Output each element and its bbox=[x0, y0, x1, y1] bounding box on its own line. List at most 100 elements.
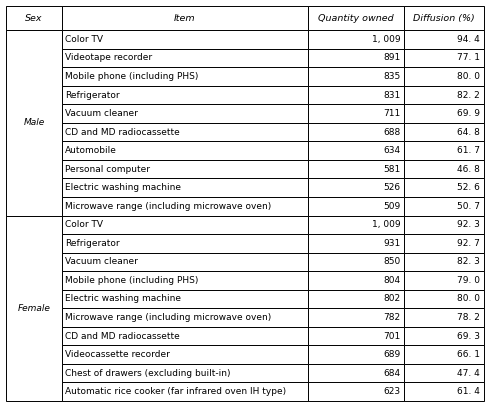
Text: 1, 009: 1, 009 bbox=[372, 220, 400, 229]
Bar bbox=[307, 327, 404, 345]
Text: Mobile phone (including PHS): Mobile phone (including PHS) bbox=[65, 72, 199, 81]
Text: 52. 6: 52. 6 bbox=[457, 183, 480, 192]
Text: Color TV: Color TV bbox=[65, 35, 103, 44]
Text: CD and MD radiocassette: CD and MD radiocassette bbox=[65, 128, 180, 136]
Text: Sex: Sex bbox=[25, 14, 43, 23]
Bar bbox=[404, 86, 484, 104]
Bar bbox=[307, 271, 404, 290]
Bar bbox=[62, 234, 307, 253]
Text: 891: 891 bbox=[383, 53, 400, 62]
Bar bbox=[404, 271, 484, 290]
Bar bbox=[404, 104, 484, 123]
Bar bbox=[6, 30, 62, 215]
Text: Chest of drawers (excluding built-in): Chest of drawers (excluding built-in) bbox=[65, 369, 231, 377]
Bar bbox=[62, 253, 307, 271]
Text: 782: 782 bbox=[383, 313, 400, 322]
Bar bbox=[404, 234, 484, 253]
Bar bbox=[62, 308, 307, 327]
Bar bbox=[62, 364, 307, 382]
Text: 66. 1: 66. 1 bbox=[457, 350, 480, 359]
Bar bbox=[62, 30, 307, 49]
Bar bbox=[404, 327, 484, 345]
Bar bbox=[307, 67, 404, 86]
Bar bbox=[307, 104, 404, 123]
Bar bbox=[307, 6, 404, 30]
Bar bbox=[62, 327, 307, 345]
Text: 831: 831 bbox=[383, 91, 400, 100]
Bar bbox=[62, 271, 307, 290]
Text: Female: Female bbox=[18, 304, 51, 313]
Text: 689: 689 bbox=[383, 350, 400, 359]
Bar bbox=[62, 290, 307, 308]
Bar bbox=[62, 104, 307, 123]
Text: 711: 711 bbox=[383, 109, 400, 118]
Text: 69. 9: 69. 9 bbox=[457, 109, 480, 118]
Bar bbox=[307, 30, 404, 49]
Bar bbox=[307, 290, 404, 308]
Text: 802: 802 bbox=[383, 294, 400, 303]
Text: 94. 4: 94. 4 bbox=[457, 35, 480, 44]
Bar bbox=[62, 6, 307, 30]
Text: 688: 688 bbox=[383, 128, 400, 136]
Text: 80. 0: 80. 0 bbox=[457, 294, 480, 303]
Bar bbox=[307, 179, 404, 197]
Bar bbox=[307, 197, 404, 215]
Bar bbox=[307, 253, 404, 271]
Text: Automobile: Automobile bbox=[65, 146, 117, 155]
Text: Refrigerator: Refrigerator bbox=[65, 239, 120, 248]
Text: 77. 1: 77. 1 bbox=[457, 53, 480, 62]
Text: Quantity owned: Quantity owned bbox=[318, 14, 394, 23]
Bar bbox=[62, 197, 307, 215]
Bar bbox=[404, 141, 484, 160]
Text: Item: Item bbox=[174, 14, 196, 23]
Text: 64. 8: 64. 8 bbox=[457, 128, 480, 136]
Text: 82. 2: 82. 2 bbox=[457, 91, 480, 100]
Text: 92. 3: 92. 3 bbox=[457, 220, 480, 229]
Bar bbox=[404, 30, 484, 49]
Text: 581: 581 bbox=[383, 165, 400, 174]
Bar bbox=[62, 160, 307, 179]
Bar bbox=[404, 364, 484, 382]
Text: Vacuum cleaner: Vacuum cleaner bbox=[65, 258, 138, 266]
Text: 82. 3: 82. 3 bbox=[457, 258, 480, 266]
Text: 50. 7: 50. 7 bbox=[457, 202, 480, 211]
Text: 69. 3: 69. 3 bbox=[457, 332, 480, 341]
Text: Mobile phone (including PHS): Mobile phone (including PHS) bbox=[65, 276, 199, 285]
Bar bbox=[62, 123, 307, 141]
Bar bbox=[404, 345, 484, 364]
Bar bbox=[307, 308, 404, 327]
Bar bbox=[62, 382, 307, 401]
Text: 701: 701 bbox=[383, 332, 400, 341]
Text: 47. 4: 47. 4 bbox=[457, 369, 480, 377]
Bar bbox=[307, 234, 404, 253]
Text: Refrigerator: Refrigerator bbox=[65, 91, 120, 100]
Bar bbox=[404, 6, 484, 30]
Text: Diffusion (%): Diffusion (%) bbox=[413, 14, 475, 23]
Text: Vacuum cleaner: Vacuum cleaner bbox=[65, 109, 138, 118]
Text: 92. 7: 92. 7 bbox=[457, 239, 480, 248]
Text: CD and MD radiocassette: CD and MD radiocassette bbox=[65, 332, 180, 341]
Text: 80. 0: 80. 0 bbox=[457, 72, 480, 81]
Bar bbox=[6, 215, 62, 401]
Text: 46. 8: 46. 8 bbox=[457, 165, 480, 174]
Text: 931: 931 bbox=[383, 239, 400, 248]
Text: 684: 684 bbox=[383, 369, 400, 377]
Bar bbox=[307, 141, 404, 160]
Text: 1, 009: 1, 009 bbox=[372, 35, 400, 44]
Text: Electric washing machine: Electric washing machine bbox=[65, 294, 181, 303]
Text: Personal computer: Personal computer bbox=[65, 165, 150, 174]
Text: 509: 509 bbox=[383, 202, 400, 211]
Bar bbox=[307, 345, 404, 364]
Bar bbox=[62, 345, 307, 364]
Text: 804: 804 bbox=[383, 276, 400, 285]
Text: 61. 7: 61. 7 bbox=[457, 146, 480, 155]
Bar bbox=[404, 49, 484, 67]
Text: Color TV: Color TV bbox=[65, 220, 103, 229]
Bar bbox=[62, 86, 307, 104]
Bar bbox=[307, 123, 404, 141]
Bar bbox=[404, 253, 484, 271]
Bar bbox=[307, 86, 404, 104]
Bar bbox=[62, 179, 307, 197]
Bar bbox=[404, 290, 484, 308]
Bar bbox=[307, 382, 404, 401]
